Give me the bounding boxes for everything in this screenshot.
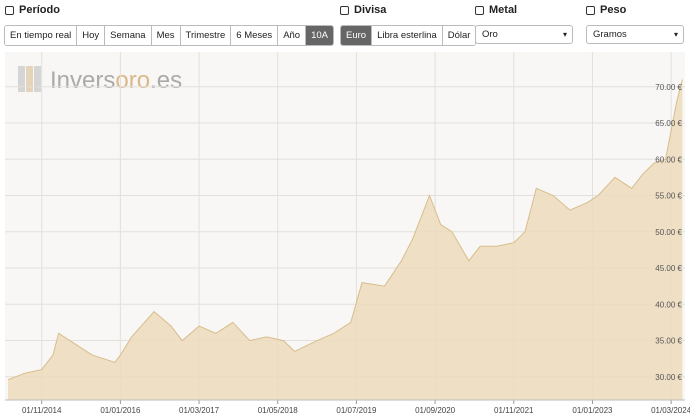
label-text: Peso xyxy=(600,4,627,16)
y-tick-label: 60.00 € xyxy=(655,155,682,164)
y-tick-label: 65.00 € xyxy=(655,119,682,128)
option-button[interactable]: Año xyxy=(278,26,307,45)
logo-bar xyxy=(34,66,41,92)
logo-bar xyxy=(18,66,25,92)
y-tick-label: 45.00 € xyxy=(655,264,682,273)
label-text: Divisa xyxy=(354,4,387,16)
weight-select[interactable]: Gramos xyxy=(586,25,684,44)
price-line xyxy=(7,79,683,381)
logo-part: oro xyxy=(115,67,150,94)
label-text: Período xyxy=(19,4,60,16)
option-button[interactable]: Dólar xyxy=(442,26,476,45)
x-tick-label: 01/11/2021 xyxy=(494,406,534,415)
weight-icon xyxy=(586,5,595,15)
logo-part: Invers xyxy=(50,67,115,94)
weight-label: Peso xyxy=(586,4,626,16)
metal-label: Metal xyxy=(475,4,517,16)
metal-icon xyxy=(475,5,484,15)
period-buttons: En tiempo real Hoy Semana Mes Trimestre 6 Mes… xyxy=(4,25,334,46)
option-button[interactable]: Trimestre xyxy=(180,26,232,45)
option-button[interactable]: Mes xyxy=(151,26,181,45)
option-button[interactable]: Libra esterlina xyxy=(372,26,443,45)
x-tick-label: 01/01/2023 xyxy=(572,406,613,415)
metal-select[interactable]: Oro xyxy=(475,25,573,44)
option-button[interactable]: En tiempo real xyxy=(5,26,78,45)
x-tick-label: 01/03/2017 xyxy=(179,406,220,415)
price-area xyxy=(8,79,683,400)
y-tick-label: 70.00 € xyxy=(655,83,682,92)
y-tick-label: 35.00 € xyxy=(655,337,682,346)
x-tick-label: 01/01/2016 xyxy=(100,406,141,415)
option-button[interactable]: Euro xyxy=(341,26,373,45)
x-tick-label: 01/07/2019 xyxy=(336,406,377,415)
calendar-icon xyxy=(5,5,14,15)
x-tick-label: 01/09/2020 xyxy=(415,406,456,415)
logo-text: Inversoro.es xyxy=(50,67,182,94)
currency-label: Divisa xyxy=(340,4,386,16)
logo-bar xyxy=(26,66,33,92)
period-label: Período xyxy=(5,4,60,16)
currency-buttons: Euro Libra esterlina Dólar xyxy=(340,25,477,46)
y-tick-label: 55.00 € xyxy=(655,192,682,201)
x-tick-label: 01/03/2024 xyxy=(651,406,690,415)
option-button[interactable]: 6 Meses xyxy=(231,26,279,45)
logo-part: .es xyxy=(150,67,182,94)
option-button[interactable]: Semana xyxy=(105,26,152,45)
y-tick-label: 50.00 € xyxy=(655,228,682,237)
x-tick-label: 01/11/2014 xyxy=(22,406,62,415)
y-tick-label: 40.00 € xyxy=(655,300,682,309)
option-button[interactable]: Hoy xyxy=(77,26,106,45)
label-text: Metal xyxy=(489,4,518,16)
currency-icon xyxy=(340,5,349,15)
option-button[interactable]: 10A xyxy=(306,26,333,45)
y-tick-label: 30.00 € xyxy=(655,373,682,382)
x-tick-label: 01/05/2018 xyxy=(258,406,299,415)
logo xyxy=(18,66,41,92)
